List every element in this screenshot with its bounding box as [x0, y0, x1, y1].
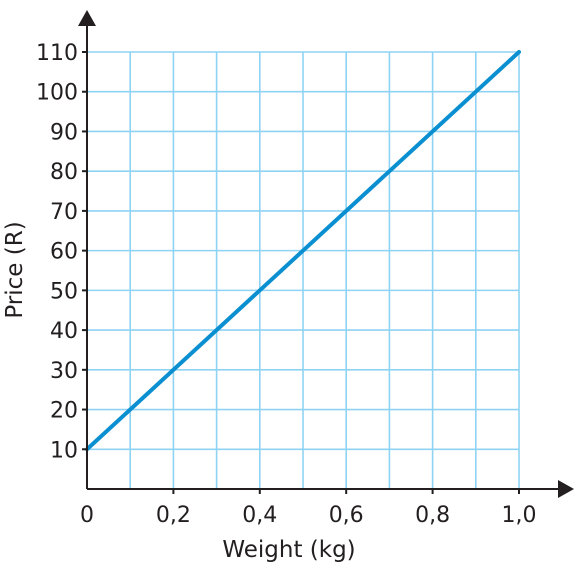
y-tick-label: 20: [50, 399, 78, 424]
series-layer: [85, 50, 521, 452]
y-tick-label: 60: [50, 240, 78, 265]
y-tick-label: 100: [36, 81, 78, 106]
y-tick-labels: 10 20 30 40 50 60 70 80 90 100 110: [36, 41, 78, 463]
y-tick-label: 70: [50, 200, 78, 225]
x-tick-label: 0,6: [329, 503, 364, 528]
x-tick-label: 0,8: [415, 503, 450, 528]
y-tick-label: 40: [50, 319, 78, 344]
y-tick-label: 10: [50, 438, 78, 463]
y-axis-label: Price (R): [2, 221, 28, 318]
y-tick-label: 30: [50, 359, 78, 384]
series-line: [85, 50, 521, 452]
x-axis-label: Weight (kg): [222, 537, 355, 563]
axes: [78, 10, 574, 498]
x-tick-labels: 0 0,2 0,4 0,6 0,8 1,0: [80, 503, 537, 528]
x-tick-label: 0,2: [156, 503, 191, 528]
grid: [87, 51, 520, 489]
y-tick-label: 80: [50, 160, 78, 185]
x-tick-label: 0: [80, 503, 94, 528]
x-tick-label: 0,4: [242, 503, 277, 528]
y-tick-label: 90: [50, 120, 78, 145]
y-tick-label: 110: [36, 41, 78, 66]
y-axis-arrow: [78, 10, 96, 26]
x-tick-label: 1,0: [502, 503, 537, 528]
y-tick-label: 50: [50, 279, 78, 304]
x-axis-arrow: [558, 480, 574, 498]
